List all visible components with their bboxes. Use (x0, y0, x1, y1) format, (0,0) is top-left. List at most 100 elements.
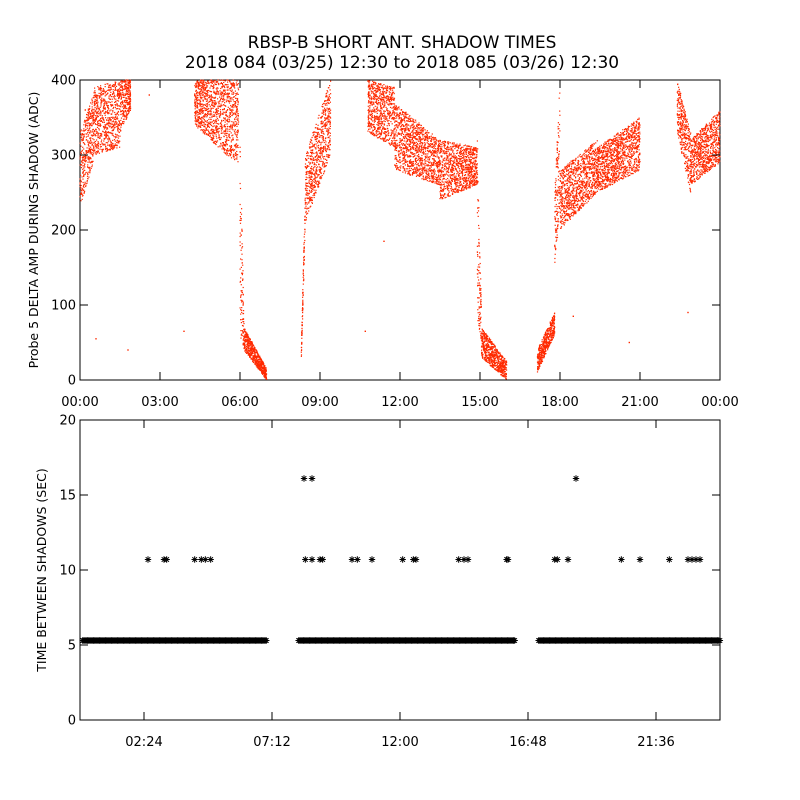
data-point (406, 140, 409, 142)
data-point (119, 140, 121, 142)
data-point (237, 89, 240, 91)
data-point (412, 146, 414, 148)
data-point (302, 296, 304, 298)
data-point (309, 143, 311, 145)
data-point (249, 352, 251, 354)
data-point (244, 345, 246, 347)
data-point (327, 137, 329, 139)
data-point (318, 160, 320, 162)
data-point (301, 341, 303, 343)
data-point (121, 80, 123, 82)
data-point (205, 87, 207, 89)
data-point (88, 108, 90, 110)
data-point (320, 142, 322, 144)
data-point (321, 115, 323, 118)
data-point (229, 137, 231, 139)
data-point (129, 106, 131, 108)
data-point (251, 344, 253, 346)
data-point (229, 98, 231, 100)
data-point (385, 85, 387, 87)
data-point (329, 116, 331, 118)
data-point (327, 146, 329, 148)
data-point (87, 119, 89, 121)
data-point (83, 191, 85, 194)
data-point (239, 151, 241, 153)
data-point (210, 82, 212, 84)
data-point (112, 132, 114, 134)
data-point (96, 108, 98, 110)
data-point (223, 108, 225, 111)
data-point (233, 157, 235, 159)
data-point (122, 80, 124, 82)
data-point (381, 113, 383, 115)
data-point (103, 89, 105, 91)
data-point (225, 119, 227, 121)
data-point (373, 110, 375, 113)
data-point (122, 103, 124, 105)
data-point (93, 120, 95, 122)
data-point (375, 108, 378, 110)
data-point (371, 127, 373, 129)
data-point (311, 171, 313, 173)
data-point (317, 155, 319, 157)
data-point (236, 132, 238, 134)
data-point (116, 118, 118, 120)
data-point (113, 96, 115, 98)
data-point (91, 125, 93, 127)
data-point (110, 144, 113, 146)
data-point (207, 126, 209, 128)
data-point (215, 108, 217, 111)
data-point (379, 103, 381, 105)
data-point (308, 198, 310, 200)
data-point (413, 170, 415, 172)
data-point (80, 133, 82, 135)
data-point (85, 128, 87, 131)
data-point (393, 108, 395, 110)
data-point (198, 122, 200, 124)
data-point (123, 113, 125, 115)
data-point (208, 97, 210, 99)
data-point (90, 125, 92, 127)
data-point (370, 109, 372, 111)
data-point (231, 110, 233, 112)
data-point (421, 144, 423, 146)
data-point (388, 103, 390, 105)
data-point (202, 121, 204, 124)
data-point (100, 143, 102, 146)
data-point (96, 126, 99, 128)
data-point (205, 103, 207, 105)
data-point (89, 172, 91, 174)
data-point (258, 354, 260, 356)
data-point (260, 368, 262, 370)
data-point (203, 96, 205, 98)
data-point (385, 128, 387, 130)
data-point (314, 194, 316, 196)
data-point (400, 114, 402, 116)
data-point (233, 123, 235, 125)
data-point (393, 91, 395, 93)
data-point (237, 146, 239, 149)
data-point (306, 190, 308, 192)
data-point (120, 98, 122, 100)
data-point (87, 125, 89, 127)
data-point (301, 332, 303, 334)
data-point (303, 264, 305, 266)
data-point (236, 99, 239, 101)
data-point (113, 98, 115, 100)
data-point (128, 93, 130, 95)
data-point (262, 369, 264, 371)
data-point (213, 133, 216, 135)
data-point (253, 352, 255, 354)
data-point (388, 142, 390, 144)
data-point (248, 350, 250, 352)
data-point (99, 124, 101, 126)
data-point (125, 107, 127, 110)
data-point (318, 150, 320, 152)
data-point (322, 106, 324, 108)
data-point (243, 347, 245, 349)
data-point (305, 212, 307, 214)
data-point (418, 134, 421, 136)
data-point (246, 335, 248, 337)
data-point (229, 100, 231, 102)
data-point (330, 80, 332, 82)
